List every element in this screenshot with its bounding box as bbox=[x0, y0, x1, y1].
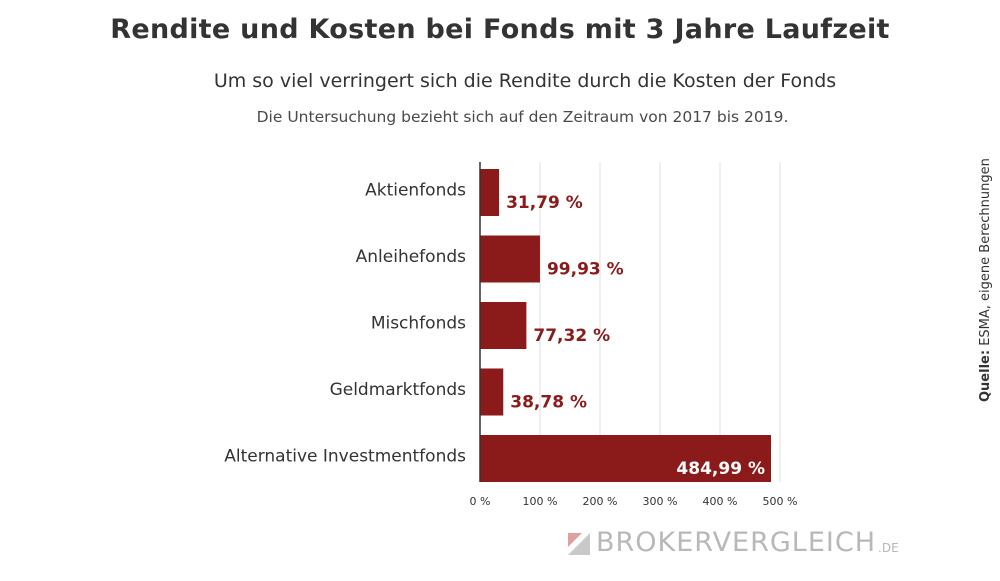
brand-watermark: BROKERVERGLEICH .DE bbox=[568, 528, 899, 558]
source-note: Quelle: ESMA, eigene Berechnungen bbox=[978, 158, 993, 402]
x-tick-label: 200 % bbox=[583, 495, 618, 508]
category-label: Geldmarktfonds bbox=[330, 380, 467, 400]
bar bbox=[480, 368, 504, 416]
value-label: 99,93 % bbox=[547, 260, 624, 280]
x-tick-label: 400 % bbox=[703, 495, 738, 508]
x-tick-label: 0 % bbox=[470, 495, 491, 508]
chart-note: Die Untersuchung bezieht sich auf den Ze… bbox=[256, 108, 789, 126]
brand-tld: .DE bbox=[878, 541, 899, 555]
chart-subtitle: Um so viel verringert sich die Rendite d… bbox=[213, 70, 837, 92]
x-tick-label: 500 % bbox=[763, 495, 798, 508]
category-label: Mischfonds bbox=[371, 314, 466, 334]
chart-title: Rendite und Kosten bei Fonds mit 3 Jahre… bbox=[110, 14, 890, 45]
value-label: 77,32 % bbox=[533, 326, 610, 346]
x-tick-label: 300 % bbox=[643, 495, 678, 508]
value-label: 31,79 % bbox=[506, 193, 583, 213]
category-label: Alternative Investmentfonds bbox=[224, 447, 466, 467]
brand-name: BROKERVERGLEICH bbox=[596, 527, 877, 558]
x-tick-label: 100 % bbox=[523, 495, 558, 508]
bar bbox=[480, 435, 771, 482]
source-label: Quelle: bbox=[978, 349, 993, 402]
category-label: Aktienfonds bbox=[365, 181, 466, 201]
category-label: Anleihefonds bbox=[356, 247, 466, 267]
value-label: 484,99 % bbox=[676, 459, 765, 479]
bar bbox=[480, 169, 500, 216]
source-text: ESMA, eigene Berechnungen bbox=[978, 158, 993, 346]
brokervergleich-logo-icon bbox=[568, 533, 590, 555]
value-label: 38,78 % bbox=[510, 393, 587, 413]
bar bbox=[480, 235, 540, 283]
bar bbox=[480, 302, 527, 349]
